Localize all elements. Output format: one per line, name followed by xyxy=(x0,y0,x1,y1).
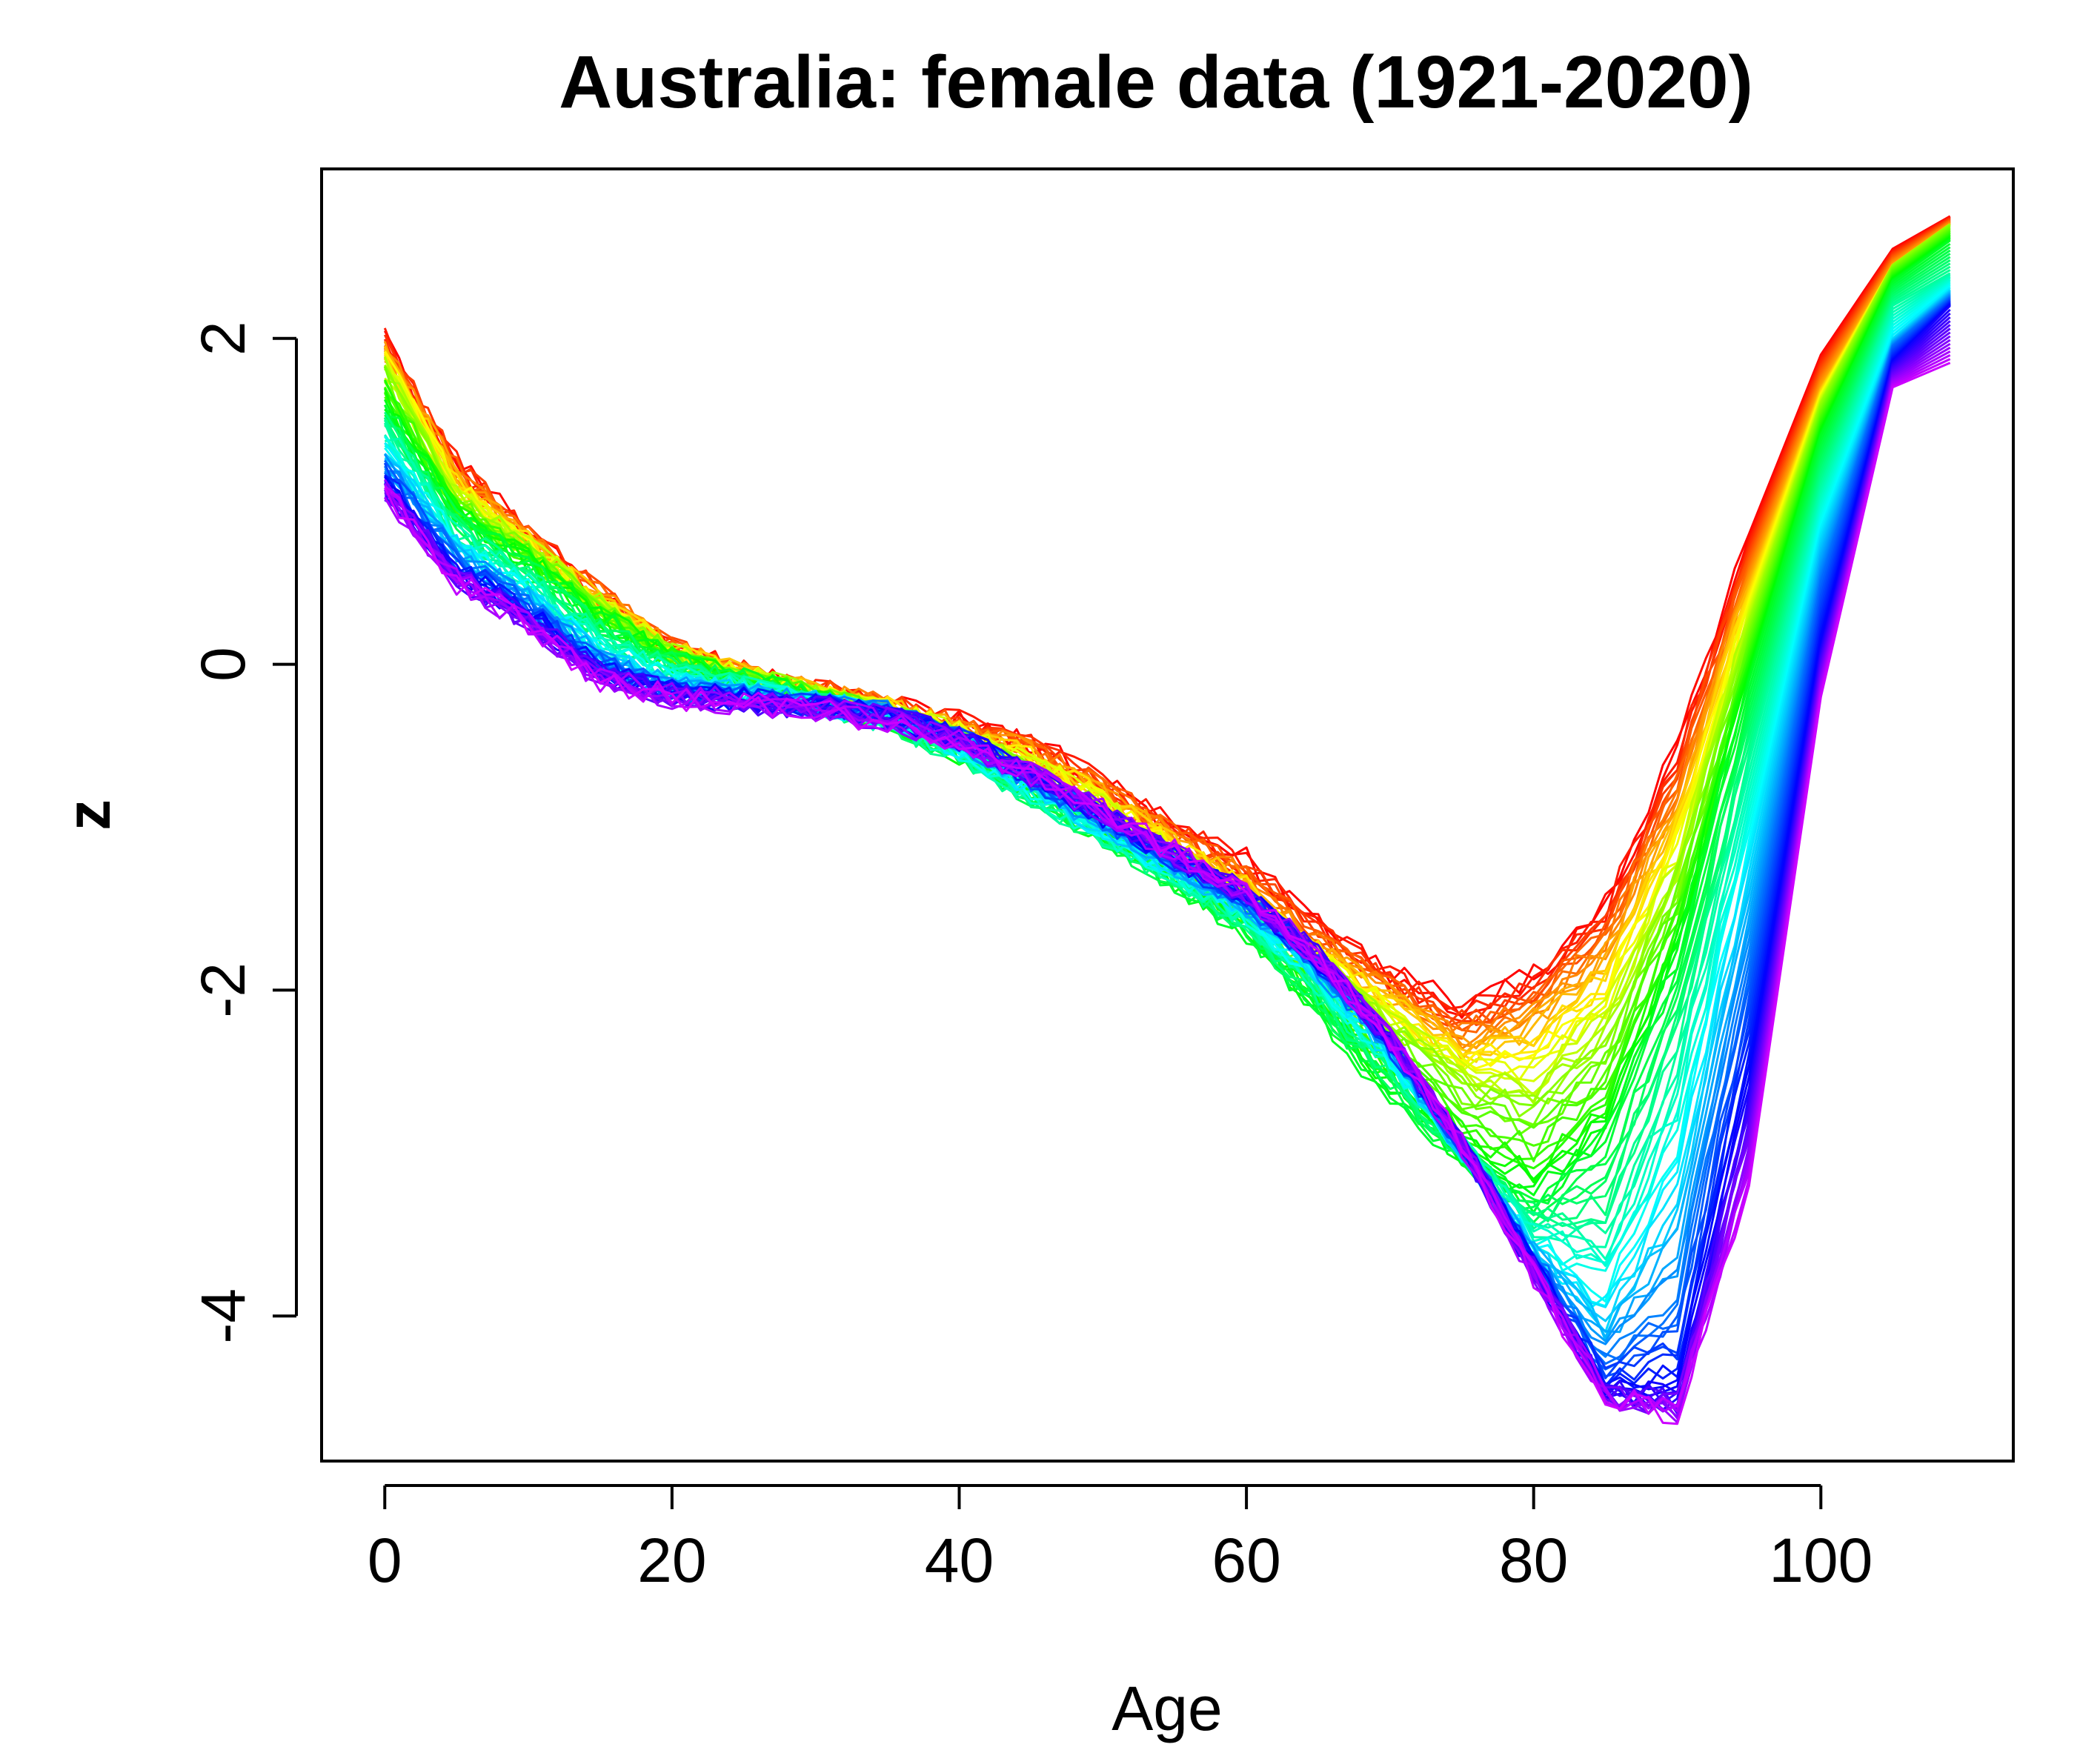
x-axis-label: Age xyxy=(1112,1674,1222,1743)
x-tick-label: 60 xyxy=(1212,1526,1280,1595)
y-tick-label: -4 xyxy=(188,1288,258,1344)
y-tick-label: 0 xyxy=(188,647,258,682)
y-axis: -4 -2 0 2 xyxy=(188,321,298,1344)
y-axis-label: z xyxy=(53,799,123,831)
series-line-1969 xyxy=(383,253,1951,1211)
plot-frame xyxy=(320,167,2015,1463)
series-line-1963 xyxy=(384,237,1951,1189)
x-tick-label: 0 xyxy=(368,1526,402,1595)
x-axis: 0 20 40 60 80 100 xyxy=(368,1484,1873,1595)
y-tick-label: -2 xyxy=(188,962,258,1018)
x-tick-label: 40 xyxy=(925,1526,994,1595)
x-tick-label: 80 xyxy=(1499,1526,1568,1595)
x-tick-label: 20 xyxy=(637,1526,706,1595)
series-group xyxy=(383,215,1951,1425)
chart-title: Australia: female data (1921-2020) xyxy=(559,41,1753,124)
series-line-1939 xyxy=(384,223,1951,1059)
x-tick-label: 100 xyxy=(1769,1526,1873,1595)
series-line-1968 xyxy=(384,249,1951,1224)
y-tick-label: 2 xyxy=(188,321,258,356)
series-line-2020 xyxy=(383,362,1951,1425)
